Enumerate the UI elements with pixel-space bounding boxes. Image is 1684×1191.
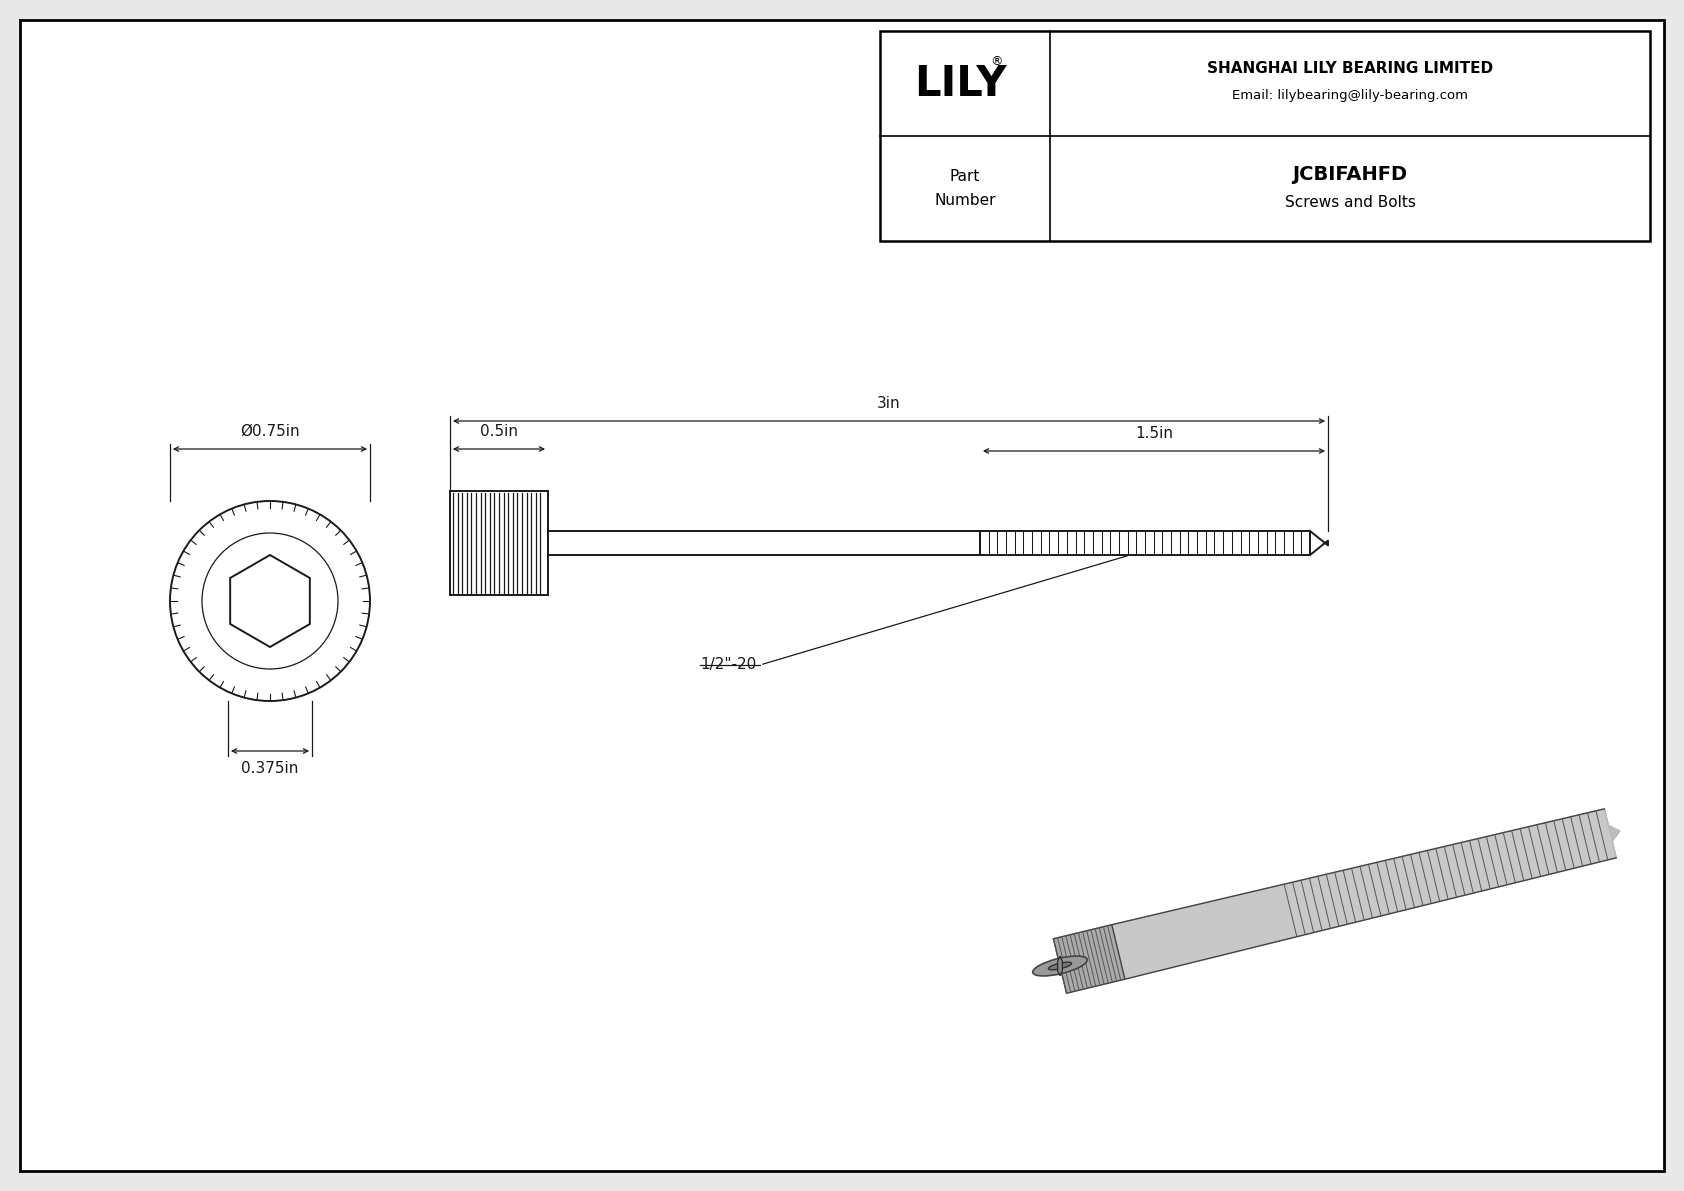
Ellipse shape (1049, 962, 1071, 969)
Polygon shape (1310, 531, 1329, 555)
Polygon shape (1605, 809, 1620, 858)
Polygon shape (1111, 809, 1617, 979)
Bar (450, 491, 547, 596)
Circle shape (170, 501, 370, 701)
Text: LILY: LILY (914, 62, 1007, 105)
Text: SHANGHAI LILY BEARING LIMITED: SHANGHAI LILY BEARING LIMITED (1207, 61, 1494, 76)
Circle shape (202, 534, 338, 669)
Text: Part
Number: Part Number (935, 169, 995, 208)
Polygon shape (231, 555, 310, 647)
Text: JCBIFAHFD: JCBIFAHFD (1292, 166, 1408, 183)
Polygon shape (1054, 924, 1125, 993)
Text: 1.5in: 1.5in (1135, 426, 1174, 441)
Bar (881, 31, 1650, 241)
Bar (547, 531, 980, 555)
Text: Email: lilybearing@lily-bearing.com: Email: lilybearing@lily-bearing.com (1233, 89, 1468, 102)
Text: 0.375in: 0.375in (241, 761, 298, 777)
Text: ®: ® (990, 55, 1002, 68)
Text: 0.5in: 0.5in (480, 424, 519, 439)
Text: Screws and Bolts: Screws and Bolts (1285, 195, 1416, 210)
Polygon shape (1058, 956, 1063, 975)
Text: 3in: 3in (877, 395, 901, 411)
Bar (980, 531, 1310, 555)
Text: Ø0.75in: Ø0.75in (241, 424, 300, 439)
Ellipse shape (1032, 956, 1088, 975)
Text: 1/2"-20: 1/2"-20 (701, 657, 756, 673)
